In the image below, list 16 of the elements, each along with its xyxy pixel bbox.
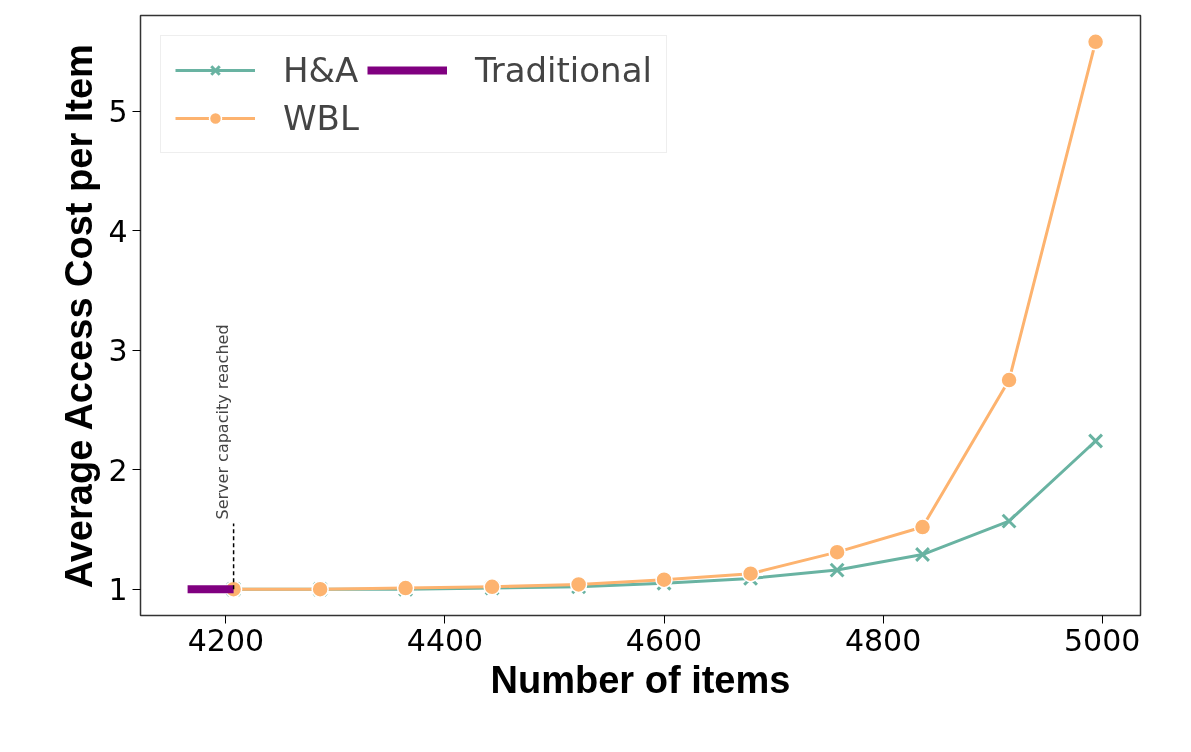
legend-label: Traditional [474,50,652,90]
x-tick-label: 4600 [625,622,703,658]
x-axis-title: Number of items [490,658,791,701]
x-tick-label: 5000 [1063,622,1141,658]
y-tick-label: 5 [108,94,128,130]
y-tick-label: 3 [108,333,128,369]
y-tick-label: 4 [108,213,128,249]
y-tick-label: 1 [108,572,128,608]
x-tick-label: 4400 [406,622,484,658]
y-tick-label: 2 [108,452,128,488]
y-axis-title: Average Access Cost per Item [58,44,101,589]
legend-label: WBL [283,98,359,138]
x-tick-label: 4800 [844,622,922,658]
legend-label: H&A [283,50,359,90]
annotation: Server capacity reached [212,324,232,520]
x-tick-label: 4200 [187,622,265,658]
